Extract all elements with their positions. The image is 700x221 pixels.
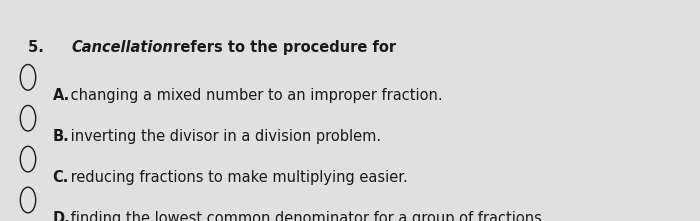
- Text: refers to the procedure for: refers to the procedure for: [168, 40, 396, 55]
- Text: A.: A.: [52, 88, 70, 103]
- Text: changing a mixed number to an improper fraction.: changing a mixed number to an improper f…: [66, 88, 443, 103]
- Text: inverting the divisor in a division problem.: inverting the divisor in a division prob…: [66, 129, 382, 144]
- Text: reducing fractions to make multiplying easier.: reducing fractions to make multiplying e…: [66, 170, 408, 185]
- Text: C.: C.: [52, 170, 69, 185]
- Text: Cancellation: Cancellation: [71, 40, 173, 55]
- Text: D.: D.: [52, 211, 70, 221]
- Text: 5.: 5.: [28, 40, 60, 55]
- Text: finding the lowest common denominator for a group of fractions.: finding the lowest common denominator fo…: [66, 211, 547, 221]
- Text: B.: B.: [52, 129, 69, 144]
